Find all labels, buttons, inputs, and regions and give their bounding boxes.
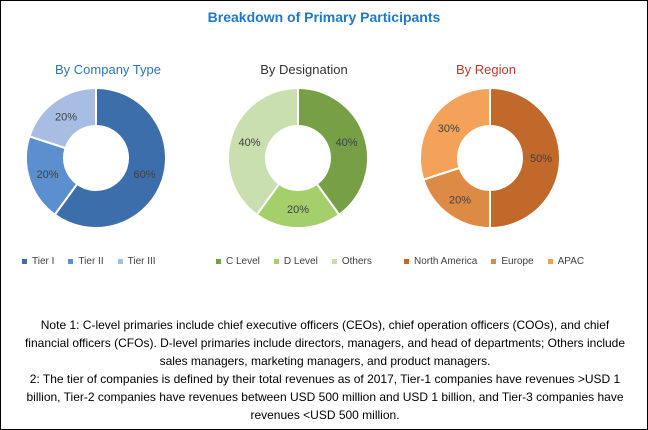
legend-swatch-d-level [273, 259, 279, 264]
legend-label-tier-iii: Tier III [127, 256, 156, 267]
legend-label-tier-ii: Tier II [78, 256, 104, 267]
slice-tier-iii [28, 88, 97, 150]
legend-item-north-america: North America [404, 256, 477, 267]
legend-item-tier-ii: Tier II [68, 256, 104, 267]
company-type-donut: 60% 20% 20% [26, 88, 166, 228]
legend-swatch-europe [491, 259, 497, 264]
legend-item-c-level: C Level [216, 256, 260, 267]
legend-label-tier-i: Tier I [32, 256, 55, 267]
designation-donut: 40% 20% 40% [228, 88, 368, 228]
legend-swatch-c-level [216, 259, 221, 264]
legend-swatch-north-america [404, 259, 409, 264]
slice-others [228, 88, 299, 217]
legend-label-europe: Europe [501, 256, 534, 267]
legend-item-tier-iii: Tier III [117, 256, 156, 267]
legend-swatch-apac [547, 259, 553, 264]
legend-label-others: Others [341, 256, 372, 267]
designation-chart-title: By Designation [260, 62, 348, 77]
company-type-chart-title: By Company Type [55, 62, 161, 77]
legend-swatch-tier-ii [68, 259, 74, 264]
slice-c-level [297, 88, 368, 217]
company-type-legend: Tier I Tier II Tier III [22, 256, 170, 267]
footnote-2: 2: The tier of companies is defined by t… [26, 372, 624, 422]
footnote-1: Note 1: C-level primaries include chief … [24, 318, 626, 368]
data-label-europe: 20% [449, 194, 471, 206]
data-label-tier-iii: 20% [55, 112, 77, 124]
region-chart-title: By Region [456, 62, 516, 77]
legend-swatch-tier-iii [117, 259, 123, 264]
legend-item-tier-i: Tier I [22, 256, 54, 267]
data-label-tier-i: 60% [133, 169, 155, 181]
footnotes: Note 1: C-level primaries include chief … [20, 316, 630, 424]
legend-item-europe: Europe [491, 256, 534, 267]
region-legend: North America Europe APAC [404, 256, 598, 267]
data-label-c-level: 40% [335, 137, 357, 149]
legend-item-others: Others [331, 256, 372, 267]
legend-item-apac: APAC [547, 256, 585, 267]
slice-north-america [489, 88, 560, 228]
data-label-tier-ii: 20% [36, 169, 58, 181]
slice-apac [420, 88, 491, 181]
designation-legend: C Level D Level Others [216, 256, 386, 267]
data-label-north-america: 50% [530, 153, 552, 165]
legend-label-north-america: North America [414, 256, 478, 267]
legend-item-d-level: D Level [273, 256, 318, 267]
data-label-apac: 30% [438, 123, 460, 135]
data-label-d-level: 20% [287, 204, 309, 216]
legend-swatch-others [331, 259, 337, 264]
legend-label-c-level: C Level [226, 256, 260, 267]
legend-label-d-level: D Level [283, 256, 318, 267]
chart-main-title: Breakdown of Primary Participants [207, 9, 441, 25]
data-label-others: 40% [238, 137, 260, 149]
region-donut: 50% 20% 30% [420, 88, 560, 228]
slice-tier-i [53, 88, 166, 228]
legend-label-apac: APAC [557, 256, 585, 267]
legend-swatch-tier-i [22, 259, 27, 264]
